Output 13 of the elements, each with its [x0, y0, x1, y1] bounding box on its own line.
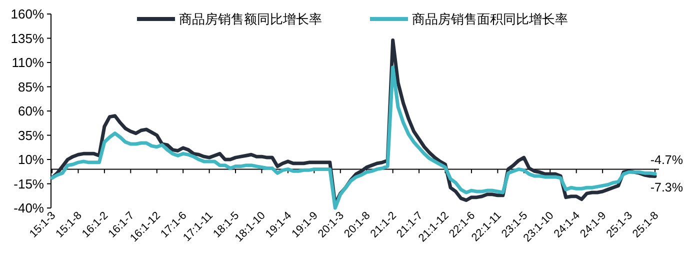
- y-tick-label: 135%: [10, 30, 44, 46]
- y-tick-label: -40%: [14, 200, 44, 216]
- legend-label: 商品房销售额同比增长率: [179, 12, 322, 26]
- y-tick-label: -15%: [14, 176, 44, 192]
- y-tick-label: 10%: [18, 152, 44, 167]
- y-tick-label: 110%: [12, 55, 44, 70]
- y-tick-label: 35%: [18, 128, 44, 143]
- annotation: -7.3%: [650, 180, 683, 194]
- y-tick-label: 60%: [18, 104, 44, 118]
- annotation: -4.7%: [650, 152, 683, 167]
- y-tick-label: 160%: [10, 6, 44, 22]
- y-tick-label: 85%: [18, 79, 44, 94]
- legend-label: 商品房销售面积同比增长率: [412, 12, 568, 26]
